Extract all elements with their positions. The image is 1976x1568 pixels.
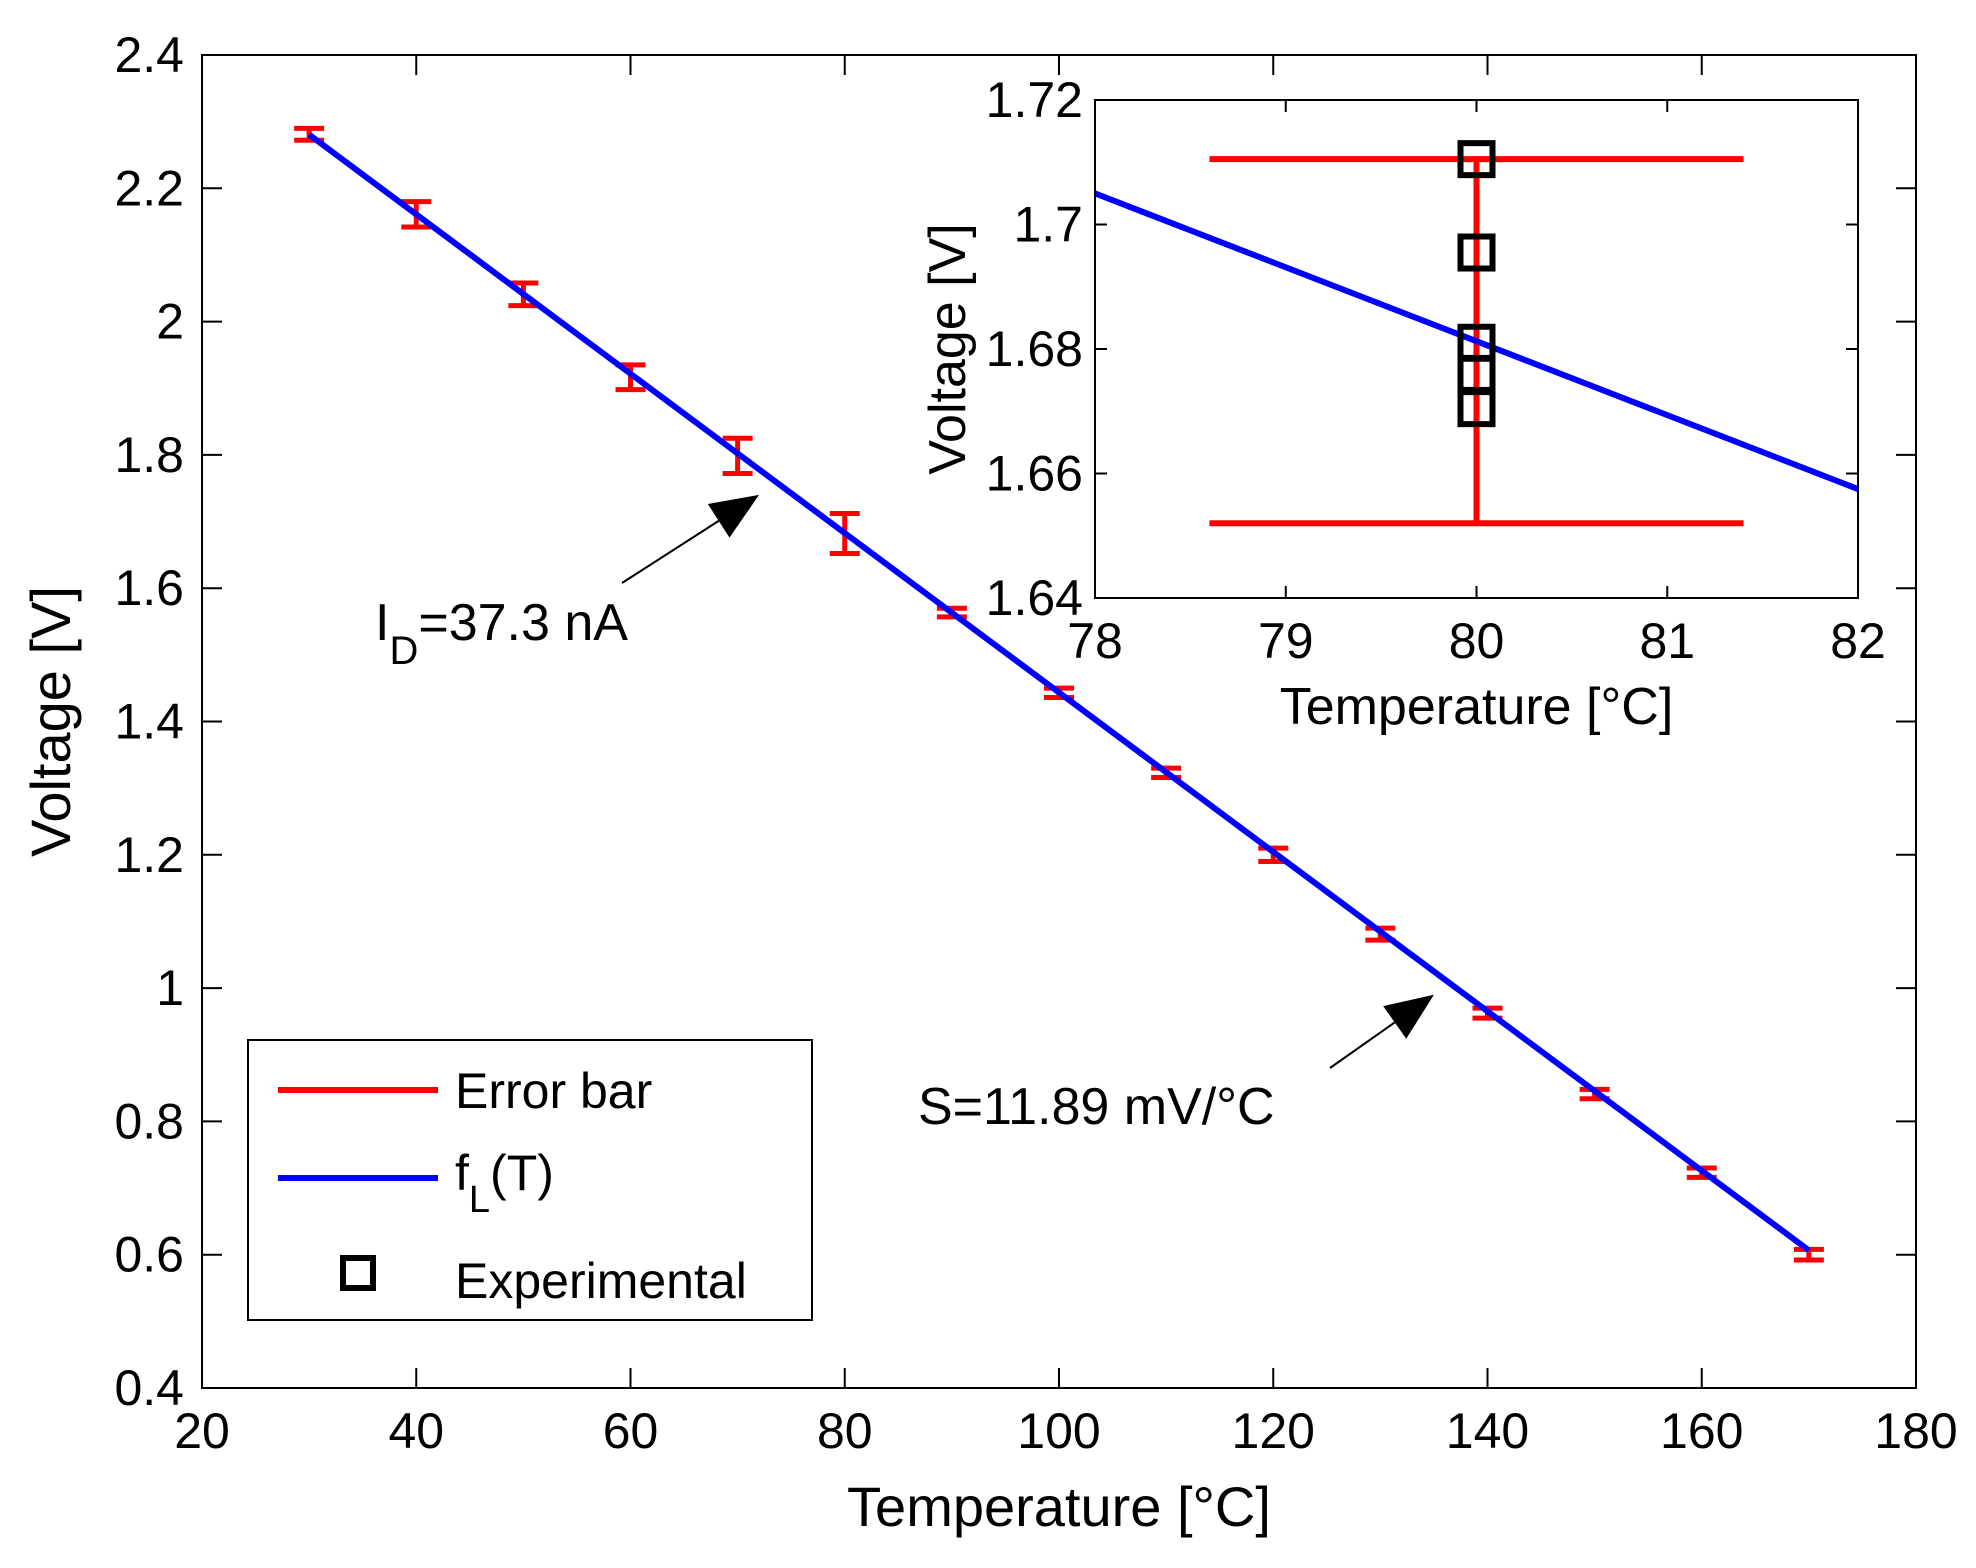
- annotation-current: ID=37.3 nA: [375, 594, 628, 673]
- y-tick-label: 1.6: [114, 560, 184, 616]
- inset-x-tick-label: 82: [1830, 613, 1886, 669]
- legend-label-experimental: Experimental: [455, 1253, 747, 1309]
- inset-plot-frame-top: [1094, 99, 1859, 599]
- y-axis-label: Voltage [V]: [19, 586, 82, 857]
- x-tick-label: 40: [388, 1403, 444, 1459]
- y-tick-label: 1.2: [114, 827, 184, 883]
- inset-experimental-point: [1457, 389, 1496, 428]
- inset-y-tick-label: 1.64: [986, 570, 1083, 626]
- x-tick-label: 60: [603, 1403, 659, 1459]
- fit-line: [307, 132, 1811, 1253]
- legend-label-error-bar: Error bar: [455, 1063, 652, 1119]
- inset-x-axis-label: Temperature [°C]: [1280, 678, 1674, 736]
- y-tick-label: 1: [156, 960, 184, 1016]
- y-tick-label: 1.4: [114, 694, 184, 750]
- x-tick-label: 100: [1017, 1403, 1100, 1459]
- annotation-arrow-current: [621, 494, 760, 584]
- x-tick-label: 140: [1446, 1403, 1529, 1459]
- y-tick-label: 2: [156, 294, 184, 350]
- inset-y-tick-label: 1.7: [1013, 197, 1083, 253]
- main-chart: 20 40 60 80 100 120 140 160 180 0.4 0.6 0.8 1 1.2 1.4 1…: [19, 27, 1958, 1538]
- inset-y-tick-label: 1.72: [986, 72, 1083, 128]
- y-tick-label: 2.2: [114, 160, 184, 216]
- x-tick-label: 180: [1874, 1403, 1957, 1459]
- inset-experimental-point: [1457, 233, 1496, 272]
- inset-chart: 78 79 80 81 82 1.64 1.66 1.68 1.7 1.72 Temperature…: [919, 72, 1886, 736]
- annotation-arrow-head: [1383, 994, 1434, 1039]
- legend-swatch-experimental: [340, 1255, 376, 1291]
- annotation-arrow-sensitivity: [1329, 994, 1434, 1069]
- x-tick-label: 20: [174, 1403, 230, 1459]
- main-annotations: ID=37.3 nA S=11.89 mV/°C: [375, 494, 1434, 1136]
- y-tick-label: 0.4: [114, 1360, 184, 1416]
- y-tick-label: 0.6: [114, 1227, 184, 1283]
- x-tick-label: 80: [817, 1403, 873, 1459]
- inset-y-tick-label: 1.68: [986, 321, 1083, 377]
- x-axis-label: Temperature [°C]: [847, 1475, 1271, 1538]
- inset-experimental-point: [1457, 140, 1496, 179]
- legend-label-fit: fL(T): [455, 1145, 554, 1221]
- x-tick-label: 120: [1232, 1403, 1315, 1459]
- inset-y-axis-label: Voltage [V]: [919, 223, 977, 475]
- annotation-sensitivity: S=11.89 mV/°C: [918, 1078, 1275, 1136]
- inset-x-tick-label: 79: [1258, 613, 1314, 669]
- inset-x-tick-label: 81: [1639, 613, 1695, 669]
- y-tick-label: 2.4: [114, 27, 184, 83]
- inset-x-tick-label: 78: [1067, 613, 1123, 669]
- x-tick-label: 160: [1660, 1403, 1743, 1459]
- y-tick-label: 0.8: [114, 1093, 184, 1149]
- inset-x-tick-label: 80: [1449, 613, 1505, 669]
- annotation-arrow-shaft: [621, 520, 720, 584]
- annotation-arrow-head: [707, 494, 760, 538]
- inset-y-tick-label: 1.66: [986, 446, 1083, 502]
- y-tick-label: 1.8: [114, 427, 184, 483]
- inset-fit-line: [1093, 190, 1860, 492]
- annotation-arrow-shaft: [1329, 1021, 1396, 1069]
- legend: Error bar fL(T) Experimental: [247, 1039, 813, 1321]
